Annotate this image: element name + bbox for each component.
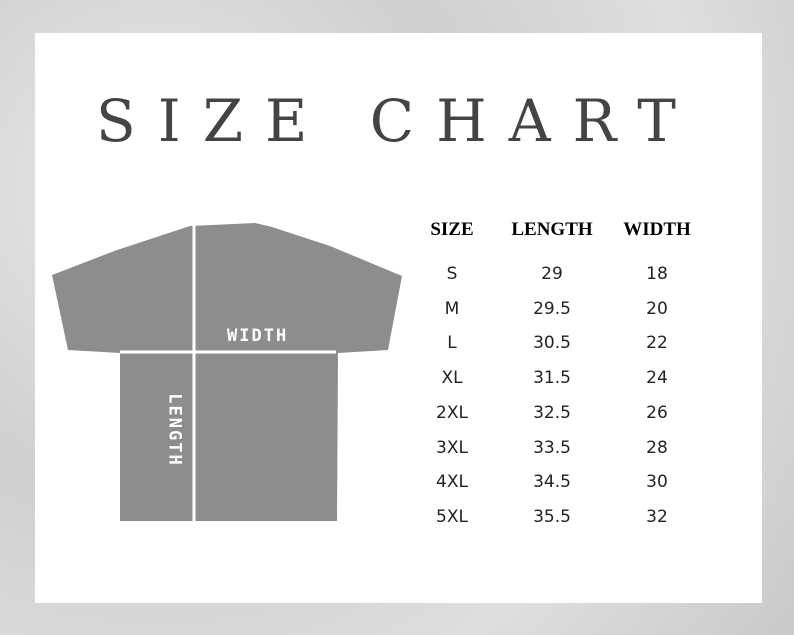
cell-length: 32.5 [533,402,571,423]
cell-width: 28 [646,437,668,458]
tshirt-shape [52,223,402,521]
cell-size: L [447,333,457,354]
page-title: SIZE CHART [96,87,698,155]
cell-width: 32 [646,506,668,527]
cell-size: 5XL [436,506,468,527]
cell-length: 33.5 [533,437,571,458]
cell-width: 18 [646,264,668,284]
cell-size: 4XL [436,472,468,493]
cell-length: 29.5 [533,298,571,319]
header-size: SIZE [430,219,474,240]
width-label: WIDTH [227,326,289,346]
cell-length: 30.5 [533,333,571,354]
cell-length: 29 [541,264,563,284]
cell-size: 3XL [436,437,468,458]
cell-width: 30 [646,472,668,493]
cell-width: 26 [646,402,668,423]
cell-size: S [446,264,458,284]
cell-size: XL [441,368,463,389]
cell-length: 34.5 [533,472,571,493]
header-width: WIDTH [623,219,691,240]
cell-length: 31.5 [533,368,571,389]
length-label: LENGTH [164,393,185,467]
cell-size: M [444,298,460,319]
header-length: LENGTH [511,219,593,240]
cell-width: 20 [646,298,668,319]
cell-length: 35.5 [533,506,571,527]
cell-size: 2XL [436,402,468,423]
cell-width: 24 [646,368,668,389]
cell-width: 22 [646,333,668,354]
